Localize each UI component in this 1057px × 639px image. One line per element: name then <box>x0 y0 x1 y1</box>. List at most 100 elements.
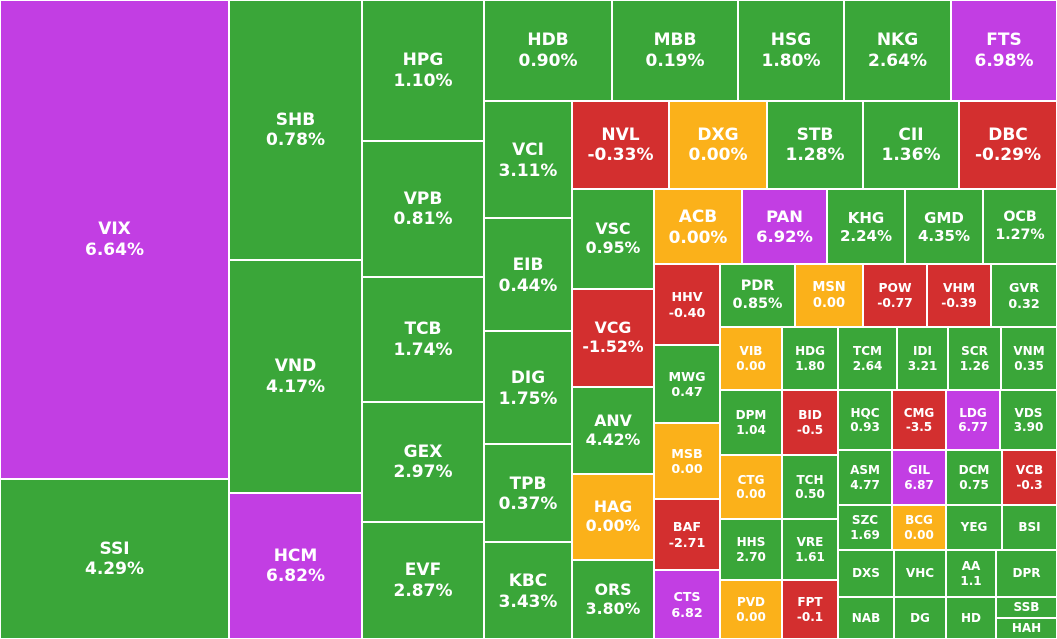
tile-ticker: DPM <box>735 408 767 423</box>
tile-dg[interactable]: DG <box>894 597 946 639</box>
tile-gvr[interactable]: GVR 0.32 <box>991 264 1057 327</box>
tile-tch[interactable]: TCH 0.50 <box>782 455 838 519</box>
tile-mbb[interactable]: MBB 0.19% <box>612 0 738 101</box>
tile-fts[interactable]: FTS 6.98% <box>951 0 1057 101</box>
tile-tcb[interactable]: TCB 1.74% <box>362 277 484 402</box>
tile-hd[interactable]: HD <box>946 597 996 639</box>
tile-hqc[interactable]: HQC 0.93 <box>838 390 892 450</box>
tile-gil[interactable]: GIL 6.87 <box>892 450 946 505</box>
tile-vnd[interactable]: VND 4.17% <box>229 260 362 493</box>
tile-tpb[interactable]: TPB 0.37% <box>484 444 572 542</box>
tile-ors[interactable]: ORS 3.80% <box>572 560 654 639</box>
tile-dcm[interactable]: DCM 0.75 <box>946 450 1002 505</box>
tile-tcm[interactable]: TCM 2.64 <box>838 327 897 390</box>
tile-asm[interactable]: ASM 4.77 <box>838 450 892 505</box>
tile-ocb[interactable]: OCB 1.27% <box>983 189 1057 264</box>
tile-vci[interactable]: VCI 3.11% <box>484 101 572 218</box>
tile-scr[interactable]: SCR 1.26 <box>948 327 1001 390</box>
tile-hdb[interactable]: HDB 0.90% <box>484 0 612 101</box>
tile-stb[interactable]: STB 1.28% <box>767 101 863 189</box>
tile-change: 2.24% <box>839 226 893 245</box>
tile-pow[interactable]: POW -0.77 <box>863 264 927 327</box>
tile-evf[interactable]: EVF 2.87% <box>362 522 484 639</box>
tile-hah[interactable]: HAH <box>996 618 1057 639</box>
tile-hag[interactable]: HAG 0.00% <box>572 474 654 560</box>
tile-vhc[interactable]: VHC <box>894 550 946 597</box>
tile-vnm[interactable]: VNM 0.35 <box>1001 327 1057 390</box>
tile-ticker: HCM <box>273 545 318 566</box>
tile-change: 0.47 <box>671 384 703 399</box>
tile-bid[interactable]: BID -0.5 <box>782 390 838 455</box>
tile-dbc[interactable]: DBC -0.29% <box>959 101 1057 189</box>
tile-ticker: SCR <box>961 344 988 359</box>
tile-anv[interactable]: ANV 4.42% <box>572 387 654 474</box>
tile-szc[interactable]: SZC 1.69 <box>838 505 892 550</box>
tile-vre[interactable]: VRE 1.61 <box>782 519 838 580</box>
tile-nvl[interactable]: NVL -0.33% <box>572 101 669 189</box>
tile-dpr[interactable]: DPR <box>996 550 1057 597</box>
tile-ticker: EVF <box>404 560 442 581</box>
tile-fpt[interactable]: FPT -0.1 <box>782 580 838 639</box>
tile-bsi[interactable]: BSI <box>1002 505 1057 550</box>
tile-hdg[interactable]: HDG 1.80 <box>782 327 838 390</box>
tile-msn[interactable]: MSN 0.00 <box>795 264 863 327</box>
tile-ticker: HAH <box>1011 621 1042 636</box>
tile-dpm[interactable]: DPM 1.04 <box>720 390 782 455</box>
tile-bcg[interactable]: BCG 0.00 <box>892 505 946 550</box>
tile-kbc[interactable]: KBC 3.43% <box>484 542 572 639</box>
tile-nkg[interactable]: NKG 2.64% <box>844 0 951 101</box>
tile-vpb[interactable]: VPB 0.81% <box>362 141 484 277</box>
tile-hsg[interactable]: HSG 1.80% <box>738 0 844 101</box>
tile-dxs[interactable]: DXS <box>838 550 894 597</box>
tile-nab[interactable]: NAB <box>838 597 894 639</box>
tile-pan[interactable]: PAN 6.92% <box>742 189 827 264</box>
tile-gmd[interactable]: GMD 4.35% <box>905 189 983 264</box>
tile-change: 0.93 <box>850 420 880 434</box>
tile-pdr[interactable]: PDR 0.85% <box>720 264 795 327</box>
tile-mwg[interactable]: MWG 0.47 <box>654 345 720 423</box>
tile-msb[interactable]: MSB 0.00 <box>654 423 720 499</box>
tile-dig[interactable]: DIG 1.75% <box>484 331 572 444</box>
tile-hhs[interactable]: HHS 2.70 <box>720 519 782 580</box>
tile-dxg[interactable]: DXG 0.00% <box>669 101 767 189</box>
tile-cii[interactable]: CII 1.36% <box>863 101 959 189</box>
tile-hhv[interactable]: HHV -0.40 <box>654 264 720 345</box>
tile-vhm[interactable]: VHM -0.39 <box>927 264 991 327</box>
tile-acb[interactable]: ACB 0.00% <box>654 189 742 264</box>
tile-vsc[interactable]: VSC 0.95% <box>572 189 654 289</box>
tile-baf[interactable]: BAF -2.71 <box>654 499 720 570</box>
tile-hpg[interactable]: HPG 1.10% <box>362 0 484 141</box>
tile-change: 6.82 <box>671 604 703 620</box>
tile-change: 1.74% <box>393 339 453 360</box>
tile-yeg[interactable]: YEG <box>946 505 1002 550</box>
tile-ticker: VCI <box>512 139 544 160</box>
tile-vds[interactable]: VDS 3.90 <box>1000 390 1057 450</box>
tile-idi[interactable]: IDI 3.21 <box>897 327 948 390</box>
tile-shb[interactable]: SHB 0.78% <box>229 0 362 260</box>
tile-ldg[interactable]: LDG 6.77 <box>946 390 1000 450</box>
tile-vcg[interactable]: VCG -1.52% <box>572 289 654 387</box>
tile-ctg[interactable]: CTG 0.00 <box>720 455 782 519</box>
tile-khg[interactable]: KHG 2.24% <box>827 189 905 264</box>
tile-cts[interactable]: CTS 6.82 <box>654 570 720 639</box>
tile-vcb[interactable]: VCB -0.3 <box>1002 450 1057 505</box>
tile-eib[interactable]: EIB 0.44% <box>484 218 572 331</box>
tile-gex[interactable]: GEX 2.97% <box>362 402 484 522</box>
tile-change: 6.82% <box>266 566 325 586</box>
tile-vib[interactable]: VIB 0.00 <box>720 327 782 390</box>
tile-ticker: BAF <box>672 519 702 535</box>
tile-ticker: VIX <box>98 219 131 240</box>
tile-ssi[interactable]: SSI 4.29% <box>0 479 229 639</box>
tile-ticker: ASM <box>850 463 880 478</box>
tile-hcm[interactable]: HCM 6.82% <box>229 493 362 639</box>
tile-vix[interactable]: VIX 6.64% <box>0 0 229 479</box>
tile-ticker: HAG <box>593 497 633 517</box>
tile-ticker: VIB <box>739 344 763 359</box>
tile-pvd[interactable]: PVD 0.00 <box>720 580 782 639</box>
tile-ticker: TPB <box>509 472 547 493</box>
tile-change: 2.97% <box>393 462 453 482</box>
tile-aa[interactable]: AA 1.1 <box>946 550 996 597</box>
tile-ticker: FPT <box>797 595 823 610</box>
tile-ssb[interactable]: SSB <box>996 597 1057 618</box>
tile-cmg[interactable]: CMG -3.5 <box>892 390 946 450</box>
